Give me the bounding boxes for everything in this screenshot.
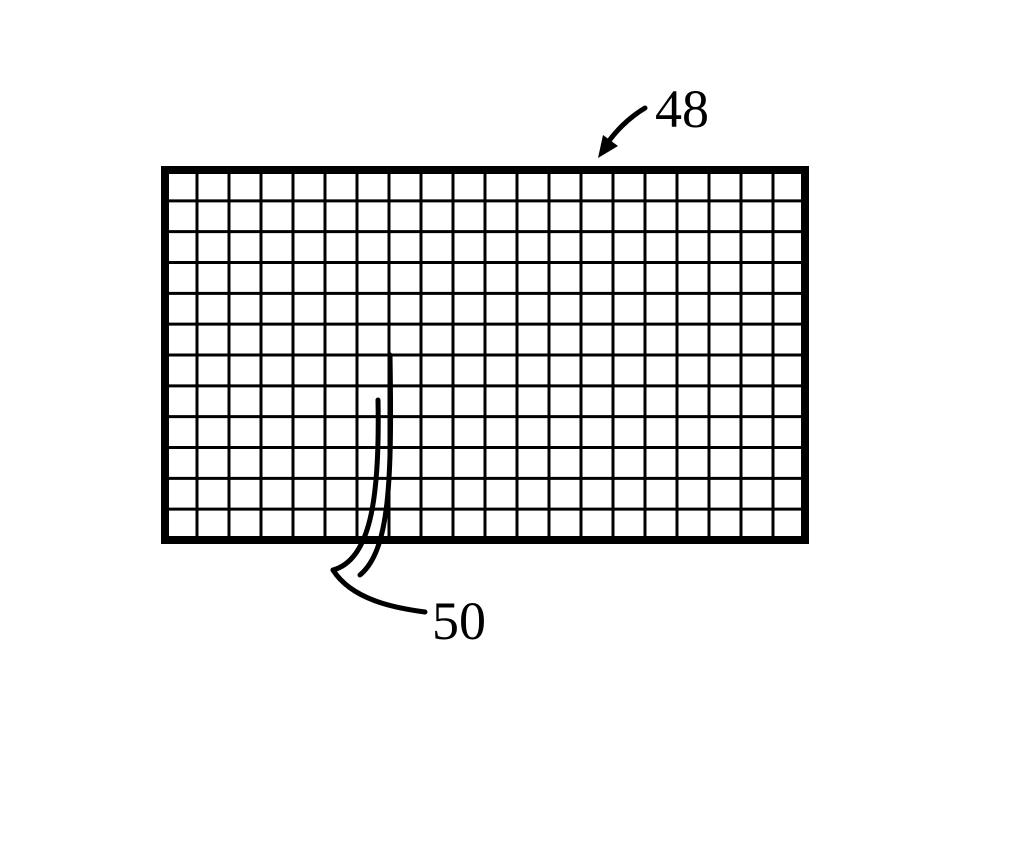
diagram-svg <box>0 0 1009 841</box>
patent-figure: 48 50 <box>0 0 1009 841</box>
reference-label-50: 50 <box>432 590 486 652</box>
reference-label-48: 48 <box>655 78 709 140</box>
